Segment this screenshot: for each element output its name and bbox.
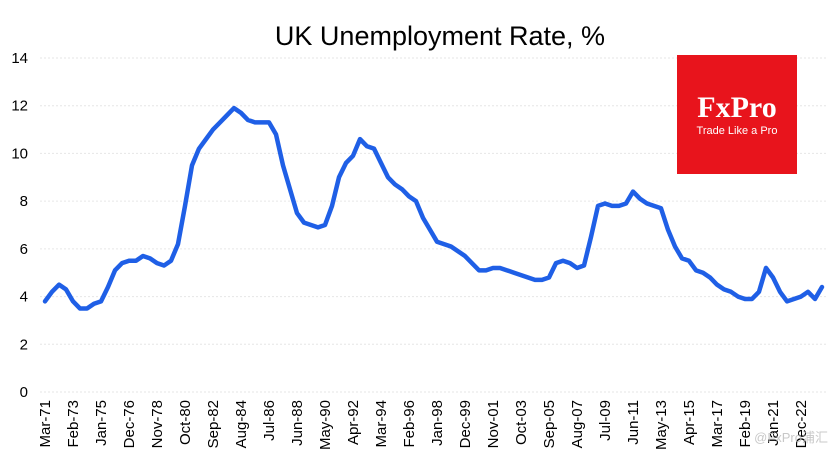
y-tick-label: 0 [20,384,28,401]
x-tick-label: Nov-78 [149,400,166,448]
x-tick-label: Oct-03 [513,400,530,445]
y-tick-label: 6 [20,241,28,258]
y-tick-label: 12 [11,98,28,115]
x-tick-label: Feb-73 [65,400,82,448]
logo-brand: FxPro [697,91,776,124]
x-tick-label: Dec-99 [457,400,474,448]
x-tick-label: Jan-75 [93,400,110,446]
x-tick-label: Feb-96 [401,400,418,448]
y-tick-label: 14 [11,50,28,67]
x-tick-label: Nov-01 [485,400,502,448]
x-tick-label: May-13 [653,400,670,450]
x-tick-label: Mar-17 [709,400,726,448]
chart-title: UK Unemployment Rate, % [275,21,605,51]
watermark: @FxPro浦汇 [754,430,828,445]
line [42,105,825,311]
logo-box [677,55,797,174]
x-tick-label: Dec-76 [121,400,138,448]
x-tick-label: Oct-80 [177,400,194,445]
x-tick-label: Aug-84 [233,400,250,448]
x-tick-label: Jan-21 [765,400,782,446]
x-tick-label: May-90 [317,400,334,450]
x-tick-label: Apr-15 [681,400,698,445]
x-tick-label: Mar-94 [373,400,390,448]
x-tick-label: Sep-05 [541,400,558,448]
logo-slogan: Trade Like a Pro [697,125,778,137]
x-tick-label: Mar-71 [37,400,54,448]
y-tick-label: 8 [20,193,28,210]
x-tick-label: Jun-11 [625,400,642,445]
y-tick-label: 10 [11,145,28,162]
x-tick-label: Jul-09 [597,400,614,441]
x-tick-label: Jul-86 [261,400,278,441]
y-tick-label: 2 [20,336,28,353]
x-tick-label: Sep-82 [205,400,222,448]
x-tick-label: Dec-22 [793,400,810,448]
x-tick-label: Apr-92 [345,400,362,445]
x-tick-label: Feb-19 [737,400,754,448]
x-tick-label: Aug-07 [569,400,586,448]
y-tick-label: 4 [20,289,28,306]
x-tick-label: Jun-88 [289,400,306,446]
x-tick-label: Jan-98 [429,400,446,446]
